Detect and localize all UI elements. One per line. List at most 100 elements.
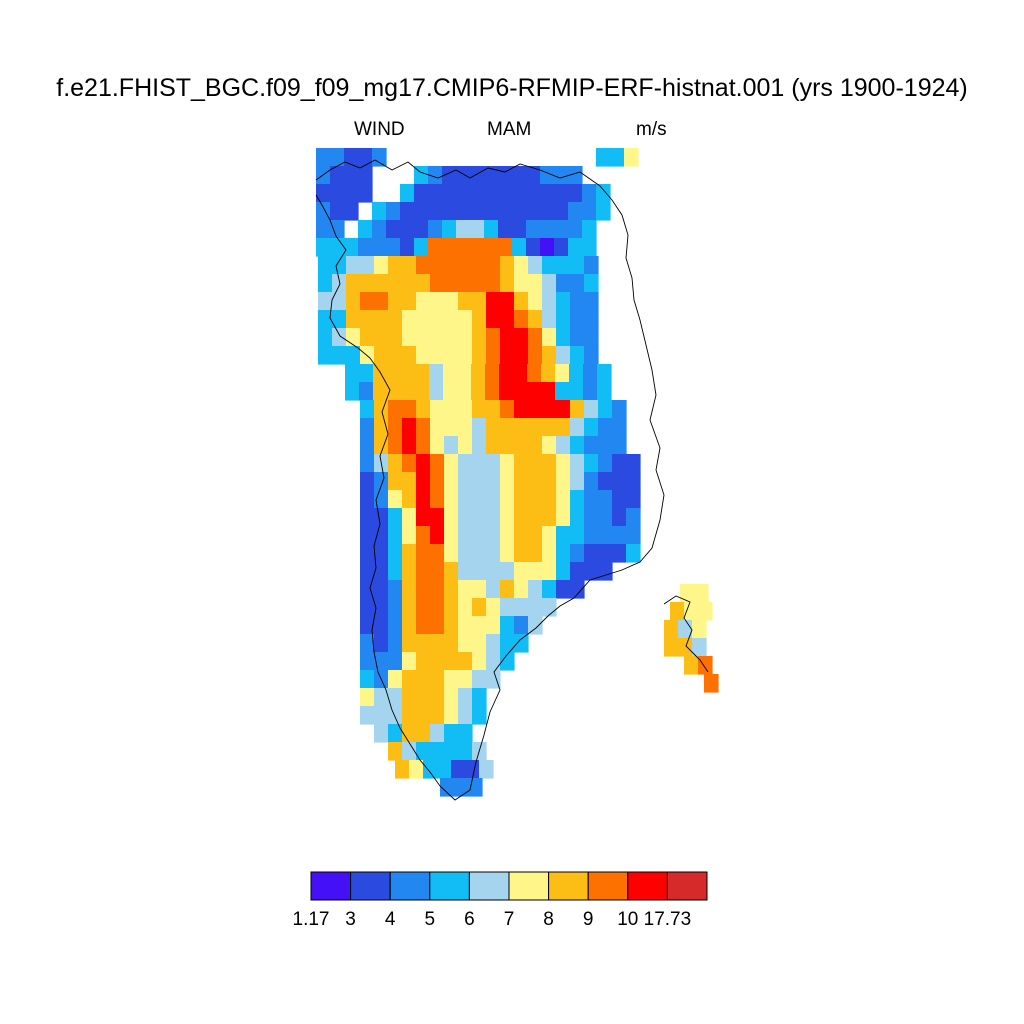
wind-cell [440,778,455,797]
wind-cell [570,526,585,545]
wind-cell [528,526,543,545]
wind-cell [704,674,719,693]
wind-cell [458,292,473,311]
colorbar-box-4 [468,871,510,901]
wind-cell [486,526,501,545]
wind-cell [442,220,457,239]
wind-cell [556,400,571,419]
wind-cell [526,202,541,221]
wind-cell [372,238,387,257]
wind-cell [500,436,515,455]
wind-cell [556,454,571,473]
wind-cell [416,580,431,599]
wind-cell [498,166,513,185]
colorbar-box-6 [548,871,589,901]
wind-cell [486,490,501,509]
wind-cell [402,670,417,689]
wind-cell [402,508,417,527]
wind-cell [598,508,613,527]
wind-cell [555,382,570,401]
wind-cell [500,634,515,653]
wind-cell [416,706,431,725]
wind-cell [346,292,361,311]
wind-cell [416,526,431,545]
wind-cell [556,544,571,563]
wind-cell [346,310,361,329]
wind-cell [514,310,529,329]
wind-cell [540,238,555,257]
wind-cell [360,526,375,545]
wind-cell [500,562,515,581]
wind-cell [612,472,627,491]
wind-cell [372,202,387,221]
wind-cell [360,454,375,473]
wind-cell [472,472,487,491]
wind-cell [430,418,445,437]
wind-cell [584,436,599,455]
wind-cell [444,508,459,527]
wind-cell [416,454,431,473]
wind-cell [318,346,333,365]
wind-cell [554,238,569,257]
wind-cell [610,148,625,167]
wind-cell [388,652,403,671]
wind-cell [374,256,389,275]
wind-cell [388,688,403,707]
wind-cell [416,508,431,527]
wind-cell [528,454,543,473]
wind-cell [414,184,429,203]
wind-cell [486,544,501,563]
wind-cell [444,670,459,689]
colorbar-box-8 [627,871,668,901]
wind-cell [428,166,443,185]
wind-cell [360,652,375,671]
wind-cell [374,472,389,491]
wind-cell [597,382,612,401]
wind-cell [430,292,445,311]
wind-cell [500,400,515,419]
wind-cell [332,292,347,311]
wind-cell [486,256,501,275]
wind-cell [612,400,627,419]
wind-cell [584,544,599,563]
wind-cell [416,328,431,347]
wind-cell [570,274,585,293]
wind-cell [698,656,713,675]
wind-cell [374,526,389,545]
coastline-path [315,159,665,801]
wind-cell [514,418,529,437]
wind-cell [472,454,487,473]
wind-cell [318,274,333,293]
wind-cell [402,526,417,545]
wind-cell [318,310,333,329]
wind-cell [570,256,585,275]
wind-cell [541,382,556,401]
wind-cell [542,580,557,599]
wind-cell [345,364,360,383]
wind-cell [486,652,501,671]
wind-cell [542,508,557,527]
wind-cell [598,544,613,563]
wind-cell [388,580,403,599]
wind-cell [360,616,375,635]
wind-cell [388,346,403,365]
wind-cell [528,490,543,509]
wind-cell [556,472,571,491]
wind-cell [512,184,527,203]
wind-cell [500,652,515,671]
wind-cell [416,616,431,635]
colorbar-tick-label: 3 [345,909,356,930]
wind-cell [584,508,599,527]
wind-cell [458,688,473,707]
wind-cell [598,436,613,455]
wind-cell [416,400,431,419]
wind-cell [582,184,597,203]
wind-cell [500,418,515,437]
wind-cell [570,472,585,491]
wind-cell [556,508,571,527]
wind-cell [484,166,499,185]
wind-cell [556,310,571,329]
wind-cell [484,220,499,239]
wind-cell [402,742,417,761]
wind-cell [570,346,585,365]
